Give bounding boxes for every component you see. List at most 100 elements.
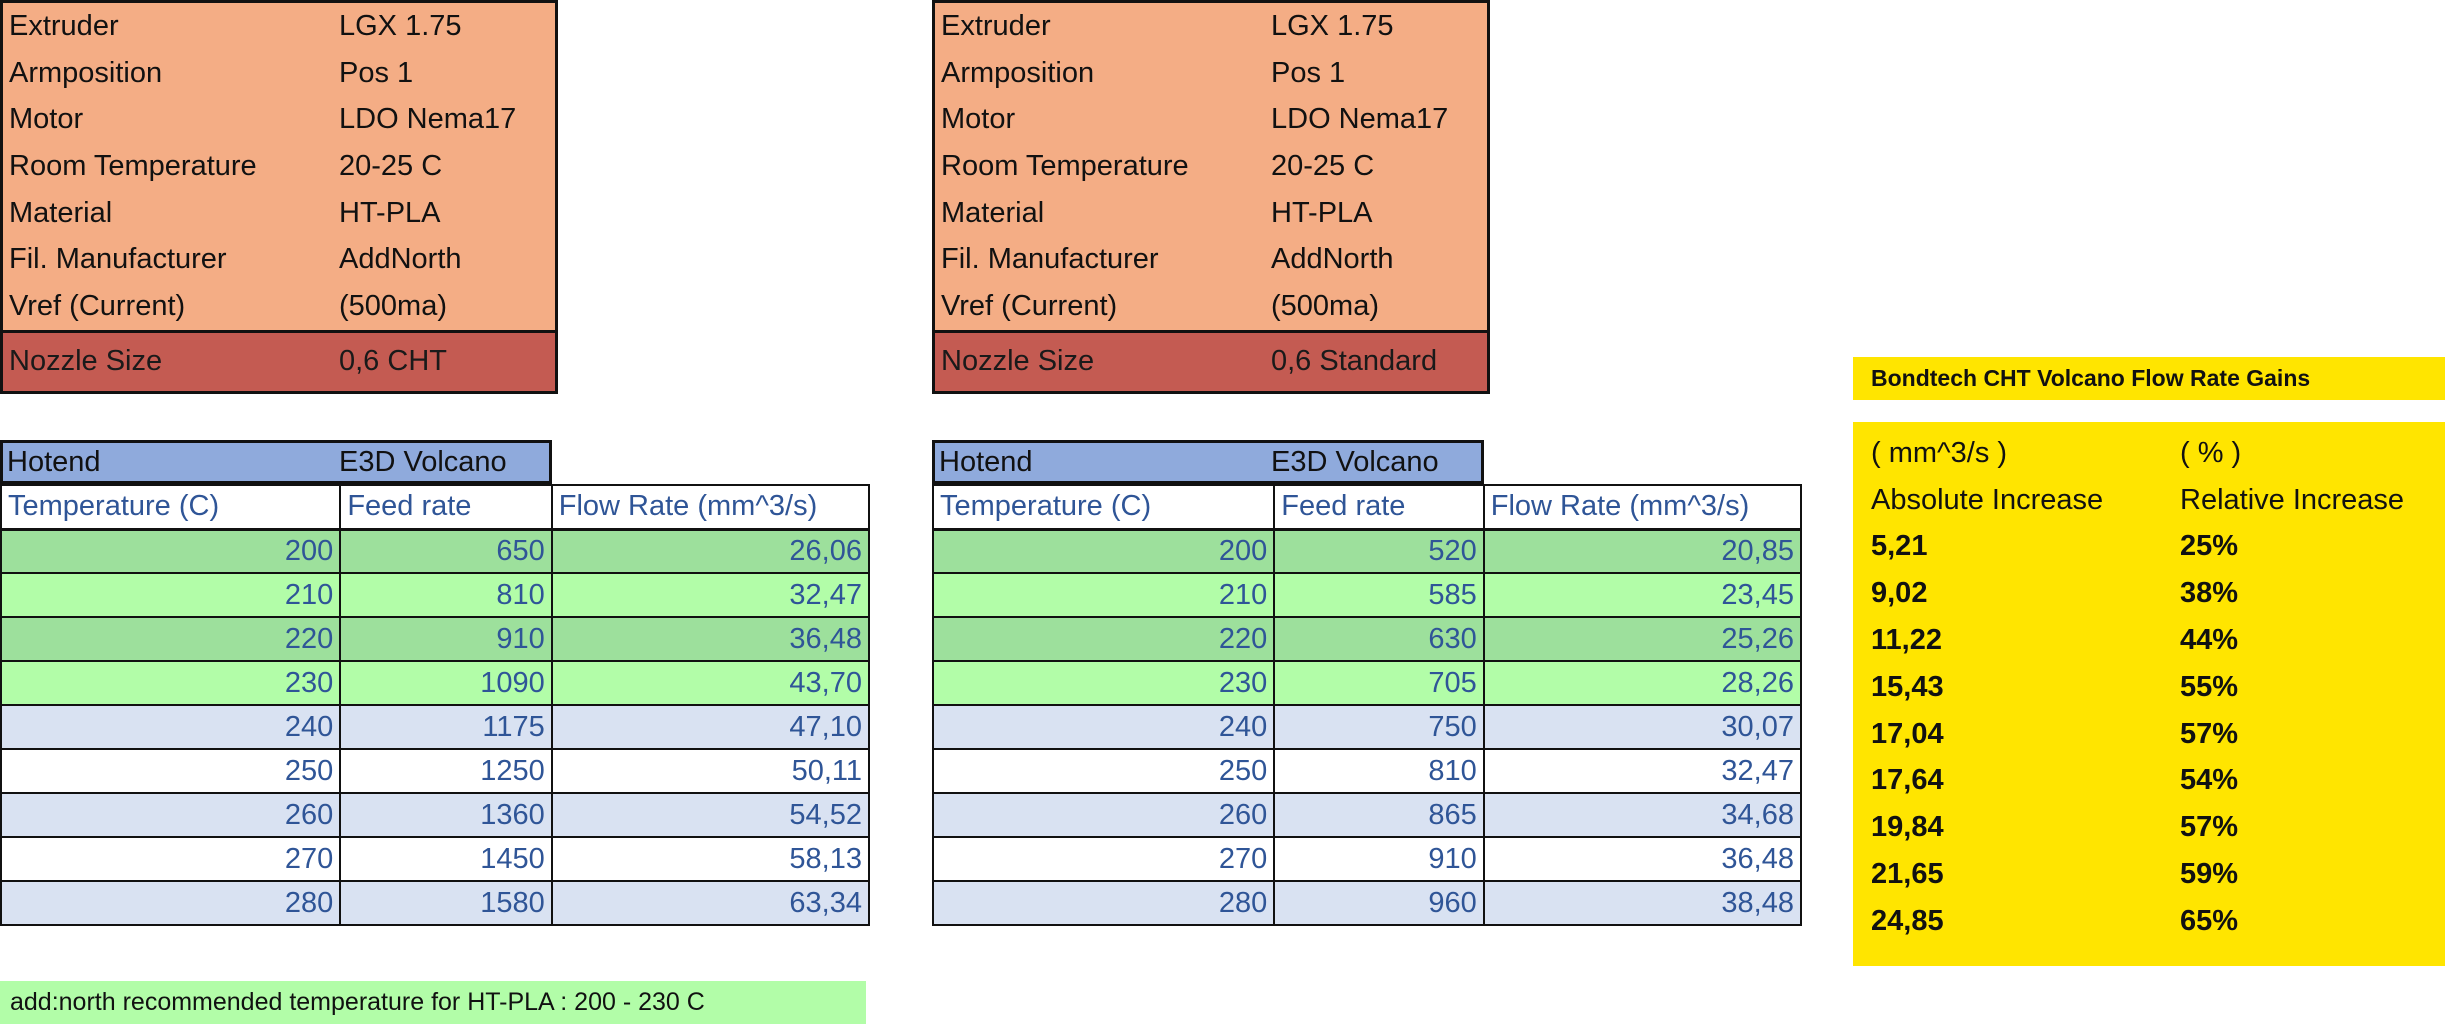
table-row: 230 705 28,26 bbox=[931, 660, 1803, 706]
table-cell: 38,48 bbox=[1482, 880, 1803, 926]
spec-row: Room Temperature 20-25 C bbox=[3, 143, 555, 190]
table-cell: 63,34 bbox=[550, 880, 871, 926]
table-cell: 810 bbox=[1273, 748, 1485, 794]
gains-absolute-value: 21,65 bbox=[1871, 858, 1944, 891]
gains-absolute-value: 17,04 bbox=[1871, 717, 1944, 750]
table-cell: 250 bbox=[931, 748, 1276, 794]
table-cell: 58,13 bbox=[550, 836, 871, 882]
spec-row: Material HT-PLA bbox=[935, 189, 1487, 237]
table-cell: 210 bbox=[0, 572, 342, 618]
table-cell: 36,48 bbox=[550, 616, 871, 662]
left-flow-table: Temperature (C) Feed rate Flow Rate (mm^3/… bbox=[0, 484, 871, 926]
gains-row: 5,21 25% bbox=[1853, 524, 2445, 571]
table-cell: 910 bbox=[339, 616, 553, 662]
table-cell: 230 bbox=[0, 660, 342, 706]
gains-absolute-value: 19,84 bbox=[1871, 811, 1944, 844]
nozzle-value: 0,6 Standard bbox=[1271, 345, 1438, 378]
spec-row: Armposition Pos 1 bbox=[3, 49, 555, 97]
gains-unit-relative: ( % ) bbox=[2180, 436, 2242, 469]
table-row: 270 1450 58,13 bbox=[0, 836, 871, 882]
table-row: 220 910 36,48 bbox=[0, 616, 871, 662]
recommended-temperature-note: add:north recommended temperature for HT… bbox=[0, 981, 866, 1024]
table-header-row: Temperature (C) Feed rate Flow Rate (mm^3/… bbox=[0, 484, 871, 531]
table-cell: 23,45 bbox=[1482, 572, 1803, 618]
gains-row: 15,43 55% bbox=[1853, 664, 2445, 711]
table-cell: 810 bbox=[339, 572, 553, 618]
table-cell: 260 bbox=[0, 792, 342, 838]
gains-units-row: ( mm^3/s ) ( % ) bbox=[1853, 430, 2445, 477]
gains-relative-value: 55% bbox=[2180, 670, 2239, 703]
spec-value: LGX 1.75 bbox=[1271, 9, 1394, 42]
table-cell: 865 bbox=[1273, 792, 1485, 838]
table-cell: 260 bbox=[931, 792, 1276, 838]
spec-row: Vref (Current) (500ma) bbox=[935, 283, 1487, 330]
gains-title: Bondtech CHT Volcano Flow Rate Gains bbox=[1853, 357, 2445, 400]
spec-value: LDO Nema17 bbox=[1271, 103, 1449, 136]
column-header: Feed rate bbox=[1273, 484, 1485, 531]
table-row: 260 1360 54,52 bbox=[0, 792, 871, 838]
table-cell: 25,26 bbox=[1482, 616, 1803, 662]
spec-label: Fil. Manufacturer bbox=[941, 243, 1159, 276]
table-cell: 630 bbox=[1273, 616, 1485, 662]
table-cell: 270 bbox=[0, 836, 342, 882]
spec-label: Extruder bbox=[941, 9, 1051, 42]
hotend-value: E3D Volcano bbox=[339, 445, 507, 478]
table-row: 270 910 36,48 bbox=[931, 836, 1803, 882]
table-cell: 1450 bbox=[339, 836, 553, 882]
column-header: Flow Rate (mm^3/s) bbox=[1482, 484, 1803, 531]
gains-row: 17,64 54% bbox=[1853, 758, 2445, 805]
spec-row: Vref (Current) (500ma) bbox=[3, 283, 555, 330]
table-row: 240 750 30,07 bbox=[931, 704, 1803, 750]
spec-value: HT-PLA bbox=[1271, 196, 1373, 229]
table-row: 220 630 25,26 bbox=[931, 616, 1803, 662]
table-cell: 43,70 bbox=[550, 660, 871, 706]
spec-label: Material bbox=[941, 196, 1045, 229]
nozzle-value: 0,6 CHT bbox=[339, 345, 447, 378]
table-cell: 250 bbox=[0, 748, 342, 794]
left-hotend-header: Hotend E3D Volcano bbox=[0, 440, 552, 484]
column-header: Feed rate bbox=[339, 484, 553, 531]
table-row: 240 1175 47,10 bbox=[0, 704, 871, 750]
nozzle-label: Nozzle Size bbox=[9, 345, 163, 378]
spec-row: Room Temperature 20-25 C bbox=[935, 143, 1487, 190]
gains-panel: ( mm^3/s ) ( % ) Absolute Increase Relat… bbox=[1853, 422, 2445, 966]
table-row: 280 960 38,48 bbox=[931, 880, 1803, 926]
table-cell: 230 bbox=[931, 660, 1276, 706]
spec-row: Motor LDO Nema17 bbox=[3, 96, 555, 144]
gains-relative-value: 57% bbox=[2180, 811, 2239, 844]
table-cell: 705 bbox=[1273, 660, 1485, 706]
table-cell: 240 bbox=[931, 704, 1276, 750]
table-cell: 1175 bbox=[339, 704, 553, 750]
spec-value: 20-25 C bbox=[1271, 149, 1375, 182]
hotend-value: E3D Volcano bbox=[1271, 445, 1439, 478]
table-row: 280 1580 63,34 bbox=[0, 880, 871, 926]
gains-relative-value: 54% bbox=[2180, 764, 2239, 797]
table-cell: 47,10 bbox=[550, 704, 871, 750]
spec-label: Armposition bbox=[941, 56, 1095, 89]
table-row: 250 810 32,47 bbox=[931, 748, 1803, 794]
gains-relative-value: 25% bbox=[2180, 530, 2239, 563]
table-cell: 220 bbox=[0, 616, 342, 662]
gains-relative-value: 65% bbox=[2180, 904, 2239, 937]
gains-absolute-value: 9,02 bbox=[1871, 577, 1928, 610]
spec-value: Pos 1 bbox=[339, 56, 414, 89]
table-cell: 520 bbox=[1273, 528, 1485, 574]
gains-relative-value: 59% bbox=[2180, 858, 2239, 891]
left-nozzle-row: Nozzle Size 0,6 CHT bbox=[3, 329, 555, 391]
table-cell: 28,26 bbox=[1482, 660, 1803, 706]
table-cell: 220 bbox=[931, 616, 1276, 662]
table-cell: 1250 bbox=[339, 748, 553, 794]
table-row: 200 650 26,06 bbox=[0, 528, 871, 574]
gains-absolute-value: 17,64 bbox=[1871, 764, 1944, 797]
table-cell: 34,68 bbox=[1482, 792, 1803, 838]
left-spec-table: Extruder LGX 1.75 Armposition Pos 1 Motor LDO… bbox=[0, 0, 558, 394]
table-cell: 750 bbox=[1273, 704, 1485, 750]
table-row: 230 1090 43,70 bbox=[0, 660, 871, 706]
table-cell: 54,52 bbox=[550, 792, 871, 838]
table-cell: 1090 bbox=[339, 660, 553, 706]
spec-row: Armposition Pos 1 bbox=[935, 49, 1487, 97]
spec-value: AddNorth bbox=[1271, 243, 1394, 276]
spec-label: Extruder bbox=[9, 9, 119, 42]
gains-relative-value: 38% bbox=[2180, 577, 2239, 610]
table-cell: 200 bbox=[0, 528, 342, 574]
